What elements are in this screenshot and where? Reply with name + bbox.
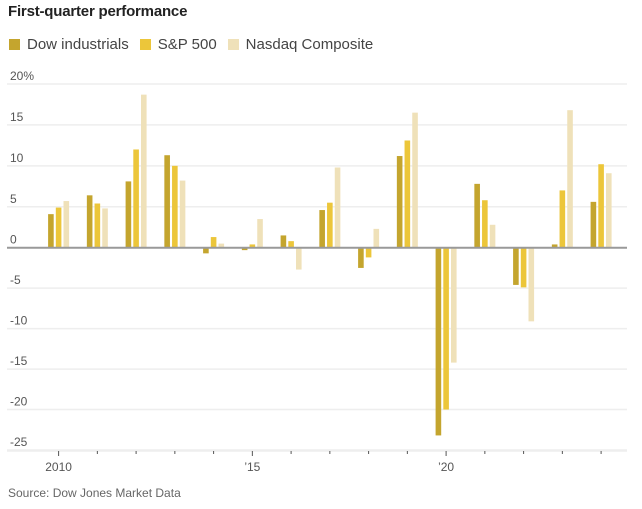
y-tick-label: 20%: [10, 69, 34, 83]
bar-nasdaq: [334, 167, 341, 248]
bar-sp500: [520, 247, 527, 288]
bar-sp500: [55, 207, 62, 248]
bar-dow: [203, 247, 209, 254]
bar-dow: [435, 247, 442, 436]
y-axis-labels: 20% 15 10 5 0 -5 -10 -15 -20 -25: [10, 69, 34, 449]
bar-dow: [319, 210, 325, 248]
legend-label-nasdaq: Nasdaq Composite: [245, 36, 374, 53]
bar-dow: [241, 247, 248, 251]
bar-nasdaq: [528, 247, 535, 322]
bar-dow: [48, 214, 54, 248]
bar-dow: [551, 244, 558, 248]
bar-dow: [86, 195, 93, 248]
bar-sp500: [249, 244, 256, 248]
bar-nasdaq: [489, 224, 496, 248]
bar-nasdaq: [179, 180, 186, 248]
bar-sp500: [94, 203, 101, 248]
bar-sp500: [404, 140, 411, 248]
bar-sp500: [172, 165, 178, 248]
bar-dow: [164, 155, 170, 248]
bar-sp500: [365, 247, 372, 258]
bar-nasdaq: [141, 94, 147, 248]
bar-sp500: [559, 190, 566, 248]
legend-swatch-dow: [9, 39, 20, 50]
legend: Dow industrials S&P 500 Nasdaq Composite: [9, 36, 384, 53]
legend-label-dow: Dow industrials: [27, 36, 129, 53]
bar-nasdaq: [567, 110, 573, 248]
bar-nasdaq: [63, 201, 70, 248]
x-axis: 2010 ’15 ’20: [7, 450, 627, 474]
bar-nasdaq: [373, 228, 380, 248]
bar-sp500: [482, 200, 488, 248]
y-tick-label: 5: [10, 192, 17, 206]
bar-dow: [590, 201, 597, 248]
legend-swatch-sp500: [139, 39, 151, 50]
y-tick-label: 0: [10, 233, 17, 247]
bar-dow: [396, 156, 403, 248]
x-tick-label: 2010: [45, 460, 72, 474]
bar-nasdaq: [102, 208, 108, 248]
source-note: Source: Dow Jones Market Data: [8, 486, 181, 500]
bar-sp500: [210, 237, 217, 248]
chart-title: First-quarter performance: [8, 3, 188, 20]
bar-sp500: [443, 247, 449, 410]
y-tick-label: -25: [10, 435, 28, 449]
y-tick-label: -20: [10, 395, 28, 409]
bar-dow: [280, 235, 287, 248]
y-tick-label: 15: [10, 110, 24, 124]
bar-nasdaq: [257, 219, 263, 248]
bar-dow: [513, 247, 519, 285]
legend-swatch-nasdaq: [227, 39, 239, 50]
x-tick-label: ’20: [438, 460, 454, 474]
bar-sp500: [327, 202, 333, 248]
bar-nasdaq: [606, 173, 612, 248]
legend-item-nasdaq: Nasdaq Composite: [227, 36, 374, 53]
bar-nasdaq: [412, 112, 418, 248]
x-tick-label: ’15: [244, 460, 260, 474]
bar-dow: [125, 181, 132, 248]
bar-nasdaq: [218, 243, 225, 248]
bar-sp500: [133, 149, 139, 248]
legend-item-dow: Dow industrials: [9, 36, 129, 53]
bar-dow: [358, 247, 364, 268]
y-tick-label: 10: [10, 151, 24, 165]
legend-label-sp500: S&P 500: [157, 36, 217, 53]
gridlines: [7, 83, 627, 451]
bar-nasdaq: [451, 247, 457, 363]
y-tick-label: -5: [10, 273, 21, 287]
legend-item-sp500: S&P 500: [139, 36, 217, 53]
bar-sp500: [288, 241, 294, 248]
y-tick-label: -15: [10, 354, 28, 368]
bar-nasdaq: [296, 247, 302, 270]
bar-dow: [474, 183, 480, 248]
bars: [48, 94, 612, 436]
bar-sp500: [598, 164, 604, 248]
y-tick-label: -10: [10, 314, 28, 328]
